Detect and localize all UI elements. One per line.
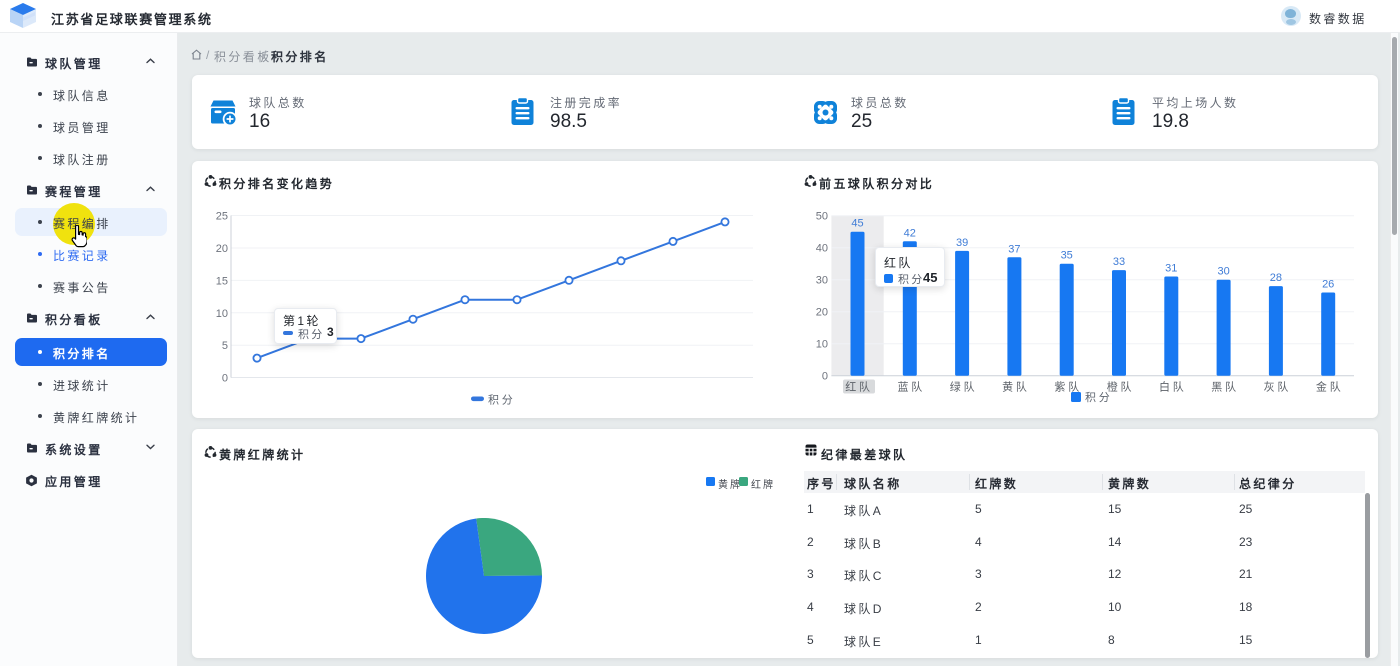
svg-text:20: 20: [216, 243, 228, 255]
svg-text:10: 10: [816, 339, 828, 351]
svg-text:紫队: 紫队: [1054, 380, 1082, 394]
svg-text:黑队: 黑队: [1211, 380, 1239, 394]
svg-text:30: 30: [1217, 266, 1229, 278]
svg-text:28: 28: [1270, 272, 1282, 284]
svg-text:39: 39: [956, 237, 968, 249]
svg-text:15: 15: [216, 275, 228, 287]
svg-text:黄队: 黄队: [1002, 380, 1030, 394]
svg-text:26: 26: [1322, 279, 1334, 291]
svg-text:25: 25: [216, 211, 228, 223]
svg-text:35: 35: [1061, 250, 1073, 262]
svg-text:积分: 积分: [488, 394, 516, 407]
svg-text:40: 40: [816, 243, 828, 255]
svg-text:30: 30: [816, 275, 828, 287]
svg-text:0: 0: [822, 371, 828, 383]
svg-text:灰队: 灰队: [1264, 380, 1292, 394]
svg-text:积分: 积分: [1085, 391, 1113, 404]
svg-text:5: 5: [222, 340, 228, 352]
svg-text:45: 45: [851, 218, 863, 230]
svg-text:20: 20: [816, 307, 828, 319]
svg-text:绿队: 绿队: [950, 380, 978, 394]
svg-text:白队: 白队: [1159, 380, 1187, 394]
svg-text:橙队: 橙队: [1107, 380, 1135, 394]
svg-text:0: 0: [222, 373, 228, 385]
svg-text:37: 37: [1008, 243, 1020, 255]
svg-text:50: 50: [816, 211, 828, 223]
svg-text:蓝队: 蓝队: [897, 380, 925, 394]
svg-text:红队: 红队: [845, 380, 873, 394]
svg-text:33: 33: [1113, 256, 1125, 268]
svg-text:金队: 金队: [1316, 380, 1344, 394]
svg-text:42: 42: [904, 227, 916, 239]
svg-text:10: 10: [216, 308, 228, 320]
svg-text:31: 31: [1165, 263, 1177, 275]
